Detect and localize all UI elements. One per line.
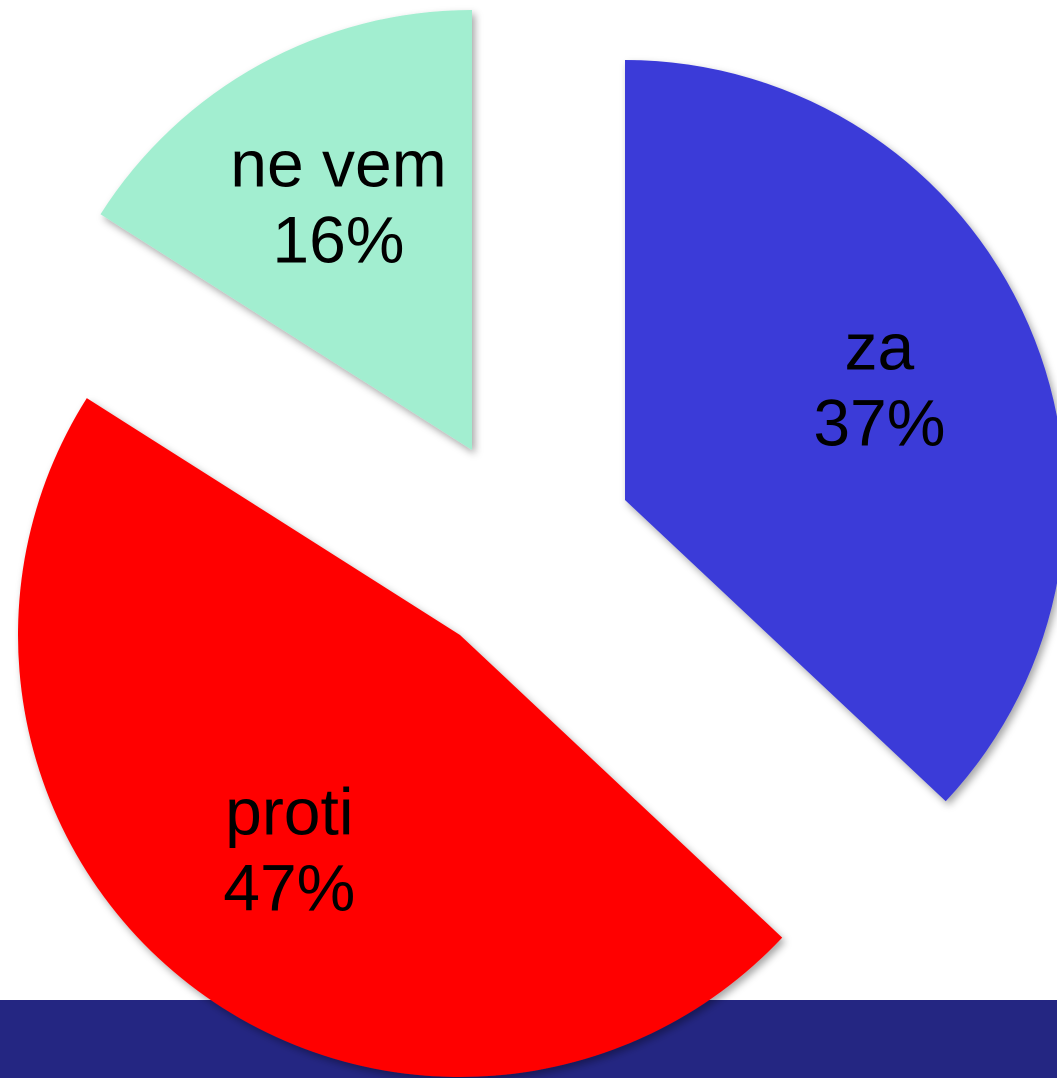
pie-slice	[100, 10, 472, 450]
slice-value-label: 37%	[813, 385, 945, 459]
slice-value-label: 16%	[272, 203, 404, 277]
pie-slice	[625, 60, 1057, 802]
slice-value-label: 47%	[223, 850, 355, 924]
slice-label: ne vem	[230, 127, 446, 201]
pie-slice	[17, 398, 783, 1078]
slice-label: za	[845, 309, 915, 383]
slice-label: proti	[225, 774, 353, 848]
